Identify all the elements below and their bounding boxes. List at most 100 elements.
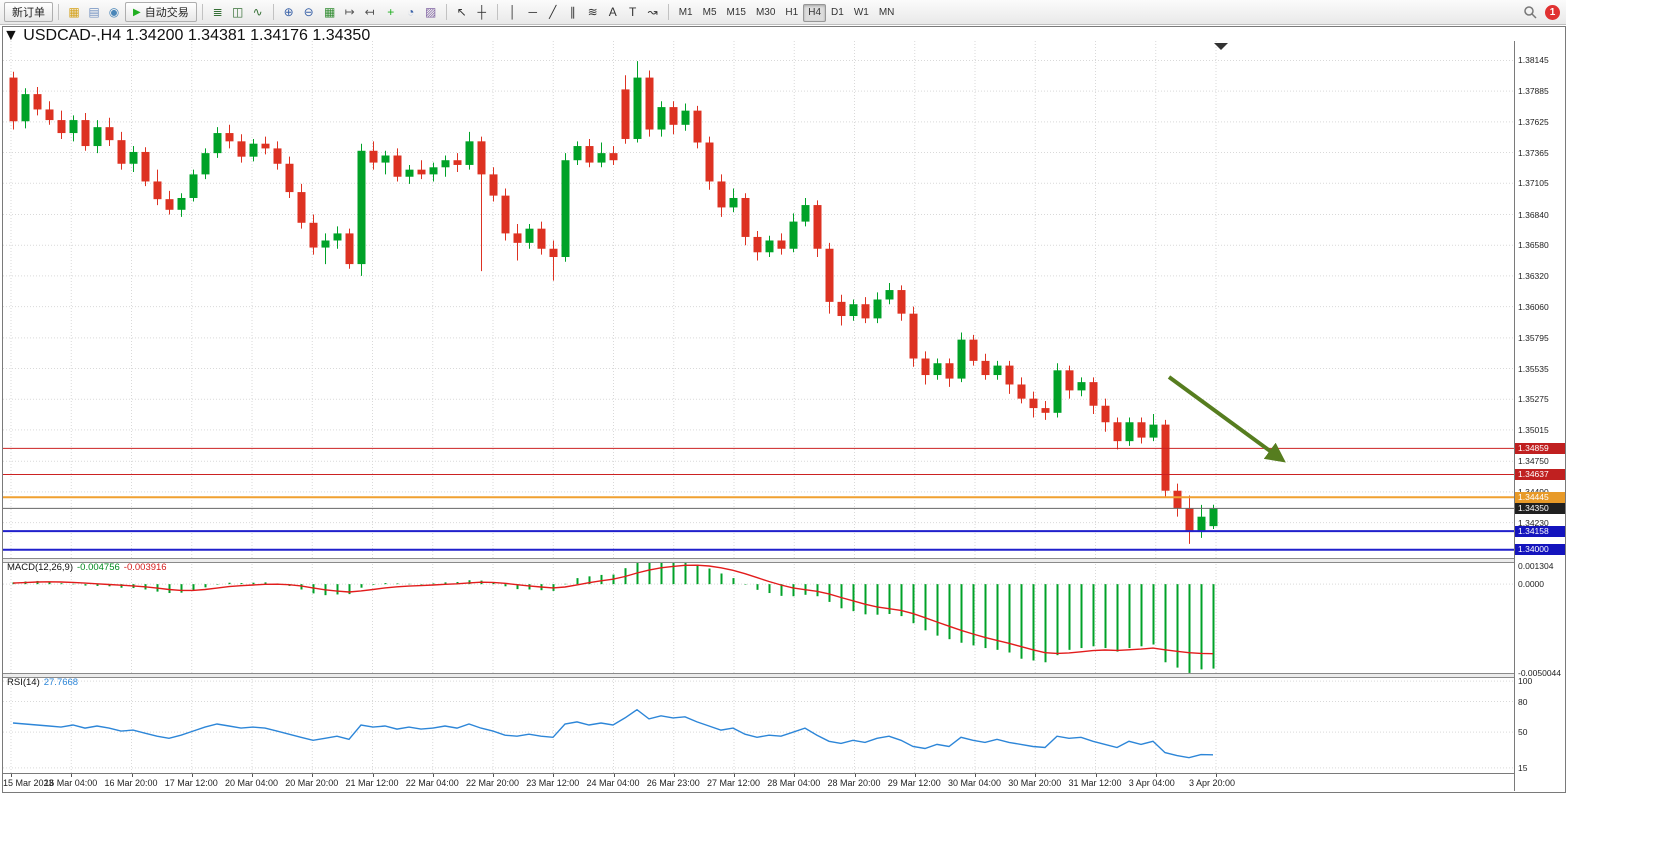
- candles-layer: [9, 61, 1218, 544]
- shapes-icon[interactable]: ↝: [643, 2, 663, 22]
- timeframe-button-M30[interactable]: M30: [751, 4, 780, 22]
- time-axis-label: 22 Mar 20:00: [466, 778, 520, 788]
- rsi-panel[interactable]: [3, 676, 1514, 773]
- time-axis-label: 15 Mar 2023: [3, 778, 54, 788]
- chart-shift-marker: [1214, 43, 1228, 50]
- time-axis-label: 21 Mar 12:00: [345, 778, 399, 788]
- chart-body: MACD(12,26,9) -0.004756 -0.003916 RSI(14) 2…: [3, 41, 1565, 791]
- crosshair-icon[interactable]: ┼: [472, 2, 492, 22]
- timeframe-button-M15[interactable]: M15: [722, 4, 751, 22]
- price-axis-label: 1.35535: [1518, 363, 1549, 374]
- text-icon[interactable]: A: [603, 2, 623, 22]
- search-icon[interactable]: [1523, 5, 1537, 19]
- rsi-label: RSI(14) 27.7668: [7, 677, 79, 688]
- time-axis[interactable]: 15 Mar 2023 16 Mar 04:00 16 Mar 20:00 17 Ma…: [3, 774, 1514, 791]
- trendline-icon[interactable]: ╱: [543, 2, 563, 22]
- toolbar-group-insert: + ◔ ▨: [381, 2, 441, 22]
- time-axis-label: 16 Mar 04:00: [44, 778, 98, 788]
- new-chart-icon[interactable]: ▦: [64, 2, 84, 22]
- toolbar-separator: [445, 4, 447, 20]
- time-axis-tick: [493, 774, 494, 777]
- line-chart-icon[interactable]: ∿: [248, 2, 268, 22]
- time-axis-label: 28 Mar 20:00: [827, 778, 881, 788]
- price-axis[interactable]: 1.38145 1.37885 1.37625 1.37365 1.37105 1.368…: [1514, 41, 1565, 791]
- price-level-badge: 1.34445: [1515, 491, 1565, 503]
- macd-axis-label: -0.0050044: [1518, 668, 1562, 678]
- price-axis-label: 1.36320: [1518, 270, 1549, 281]
- auto-scroll-icon[interactable]: ↤: [360, 2, 380, 22]
- horizontal-line-icon[interactable]: ─: [523, 2, 543, 22]
- price-level-badge: 1.34637: [1515, 469, 1565, 481]
- tile-windows-icon[interactable]: ▦: [320, 2, 340, 22]
- time-axis-label: 27 Mar 12:00: [707, 778, 761, 788]
- panel-divider-macd[interactable]: [3, 558, 1565, 563]
- price-axis-label: 1.37885: [1518, 86, 1549, 97]
- time-axis-label: 20 Mar 04:00: [225, 778, 279, 788]
- timeframe-button-M5[interactable]: M5: [698, 4, 722, 22]
- time-axis-tick: [914, 774, 916, 777]
- time-axis-label: 30 Mar 20:00: [1008, 778, 1062, 788]
- one-click-trading-toggle[interactable]: ▼: [3, 27, 19, 44]
- toolbar-group-zoom: ⊕ ⊖: [279, 2, 319, 22]
- time-axis-tick: [553, 774, 555, 777]
- timeframe-button-M1[interactable]: M1: [674, 4, 698, 22]
- toolbar-separator: [58, 4, 59, 20]
- panel-divider-rsi[interactable]: [3, 673, 1565, 678]
- rsi-axis-label: 50: [1518, 727, 1528, 738]
- macd-histogram-layer: [12, 561, 1215, 673]
- channel-icon[interactable]: ∥: [563, 2, 583, 22]
- toolbar-group-drawing-tools: │ ─ ╱ ∥ ≋ A T ↝: [503, 2, 663, 22]
- chart-shift-icon[interactable]: ↦: [340, 2, 360, 22]
- fibonacci-icon[interactable]: ≋: [583, 2, 603, 22]
- timeframe-button-W1[interactable]: W1: [849, 4, 874, 22]
- price-axis-label: 1.34750: [1518, 456, 1549, 467]
- period-icon[interactable]: ◔: [401, 2, 421, 22]
- cursor-icon[interactable]: ↖: [452, 2, 472, 22]
- price-level-badge: 1.34859: [1515, 442, 1565, 454]
- autotrading-button[interactable]: ▶ 自动交易: [125, 2, 197, 22]
- toolbar-group-window-arrange: ▦ ↦ ↤: [320, 2, 380, 22]
- profiles-icon[interactable]: ▤: [84, 2, 104, 22]
- toolbar-group-windows: ▦ ▤ ◉: [64, 2, 124, 22]
- template-icon[interactable]: ▨: [421, 2, 441, 22]
- toolbar-separator: [201, 4, 203, 20]
- price-axis-label: 1.36840: [1518, 209, 1549, 220]
- macd-panel[interactable]: [3, 561, 1514, 673]
- price-level-badge: 1.34158: [1515, 525, 1565, 537]
- time-axis-tick: [1035, 774, 1037, 777]
- time-axis-label: 22 Mar 04:00: [405, 778, 459, 788]
- label-icon[interactable]: T: [623, 2, 643, 22]
- price-axis-label: 1.35795: [1518, 332, 1549, 343]
- zoom-out-icon[interactable]: ⊖: [299, 2, 319, 22]
- time-axis-tick: [372, 774, 374, 777]
- price-axis-label: 1.35015: [1518, 424, 1549, 435]
- zoom-in-icon[interactable]: ⊕: [279, 2, 299, 22]
- bar-chart-icon[interactable]: ≣: [208, 2, 228, 22]
- new-order-button[interactable]: 新订单: [4, 2, 53, 22]
- timeframe-selector: M1 M5 M15 M30 H1 H4 D1 W1 MN: [674, 2, 900, 22]
- indicators-add-icon[interactable]: +: [381, 2, 401, 22]
- chart-window: ▼ USDCAD-,H4 1.34200 1.34381 1.34176 1.3…: [2, 26, 1566, 793]
- candlestick-chart-icon[interactable]: ◫: [228, 2, 248, 22]
- toolbar: 新订单 ▦ ▤ ◉ ▶ 自动交易 ≣ ◫ ∿ ⊕ ⊖ ▦ ↦ ↤ + ◔ ▨ ↖ ┼ │ ─ ╱ ∥ ≋ A T…: [0, 0, 1566, 25]
- macd-signal-line: [12, 564, 1214, 655]
- timeframe-button-H4[interactable]: H4: [803, 3, 827, 22]
- chart-ohlc-values: 1.34200 1.34381 1.34176 1.34350: [125, 27, 371, 44]
- timeframe-button-H1[interactable]: H1: [780, 4, 803, 22]
- price-level-badge: 1.34000: [1515, 544, 1565, 556]
- market-watch-icon[interactable]: ◉: [104, 2, 124, 22]
- plots-column: MACD(12,26,9) -0.004756 -0.003916 RSI(14) 2…: [3, 41, 1514, 791]
- play-icon: ▶: [133, 6, 141, 18]
- chart-title-bar[interactable]: ▼ USDCAD-,H4 1.34200 1.34381 1.34176 1.3…: [3, 27, 1565, 44]
- vertical-line-icon[interactable]: │: [503, 2, 523, 22]
- timeframe-button-MN[interactable]: MN: [874, 4, 900, 22]
- time-axis-border: [3, 773, 1565, 774]
- rsi-axis-label: 15: [1518, 762, 1528, 773]
- toolbar-separator: [667, 4, 669, 20]
- price-axis-label: 1.37625: [1518, 116, 1549, 127]
- time-axis-tick: [131, 774, 133, 777]
- notification-badge[interactable]: 1: [1545, 4, 1560, 20]
- timeframe-button-D1[interactable]: D1: [826, 4, 849, 22]
- price-chart[interactable]: [3, 41, 1514, 558]
